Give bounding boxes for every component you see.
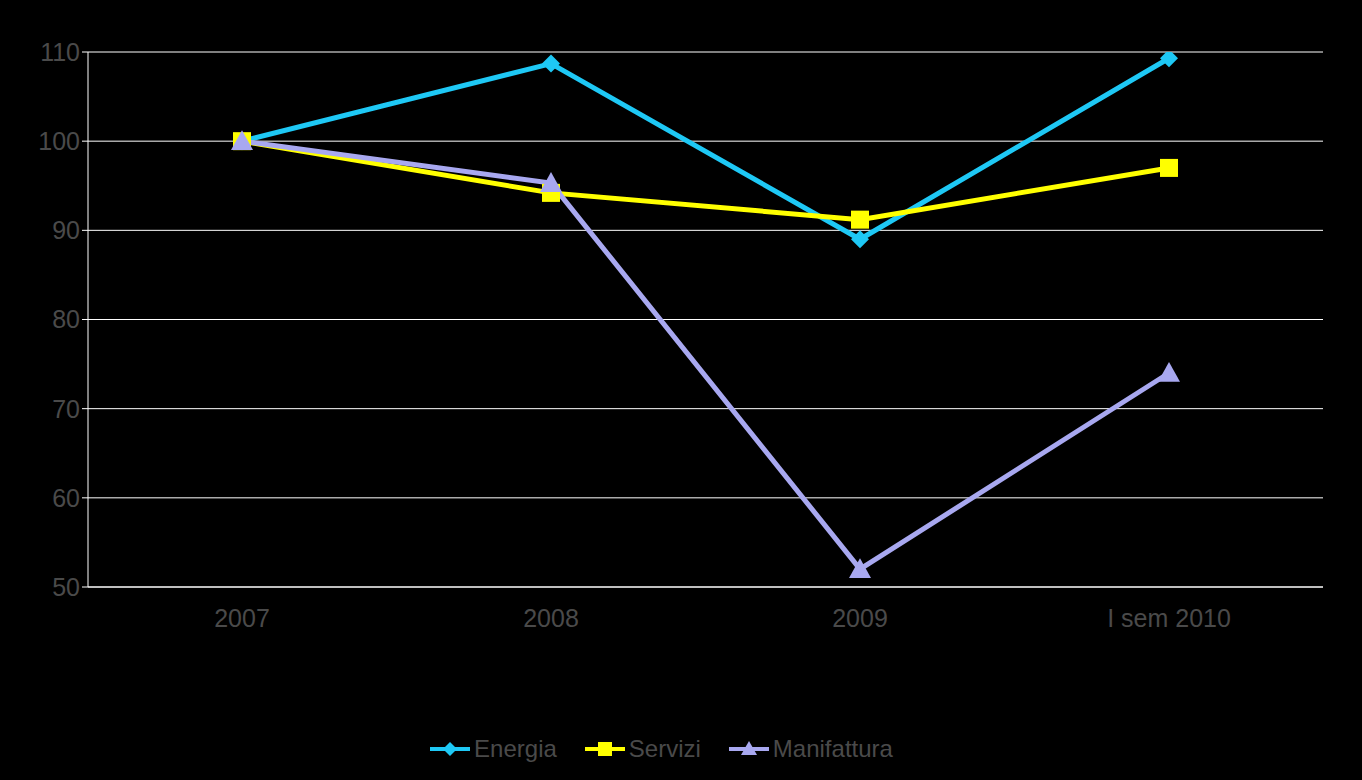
html-text:Servizi: Servizi: [628, 735, 701, 762]
svg-text:I sem 2010: I sem 2010: [1107, 604, 1231, 632]
svg-text:100: 100: [38, 127, 80, 155]
svg-text:2008: 2008: [523, 604, 579, 632]
svg-text:50: 50: [52, 573, 80, 601]
svg-text:80: 80: [52, 305, 80, 333]
svg-text:2009: 2009: [832, 604, 888, 632]
html-text:Manifattura: Manifattura: [772, 735, 893, 762]
svg-text:110: 110: [40, 38, 80, 66]
svg-text:60: 60: [52, 484, 80, 512]
html-text:Energia: Energia: [474, 735, 557, 762]
svg-text:70: 70: [52, 395, 80, 423]
svg-text:2007: 2007: [214, 604, 270, 632]
svg-text:90: 90: [52, 216, 80, 244]
